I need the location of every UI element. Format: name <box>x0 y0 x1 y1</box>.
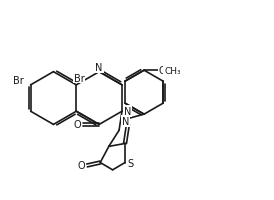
Text: O: O <box>78 161 85 171</box>
Text: N: N <box>122 116 129 126</box>
Text: O: O <box>158 66 166 76</box>
Text: Br: Br <box>74 73 85 83</box>
Text: Br: Br <box>13 75 24 85</box>
Text: N: N <box>124 107 131 117</box>
Text: S: S <box>128 158 134 168</box>
Text: CH₃: CH₃ <box>164 66 181 75</box>
Text: O: O <box>74 120 82 130</box>
Text: N: N <box>95 63 103 73</box>
